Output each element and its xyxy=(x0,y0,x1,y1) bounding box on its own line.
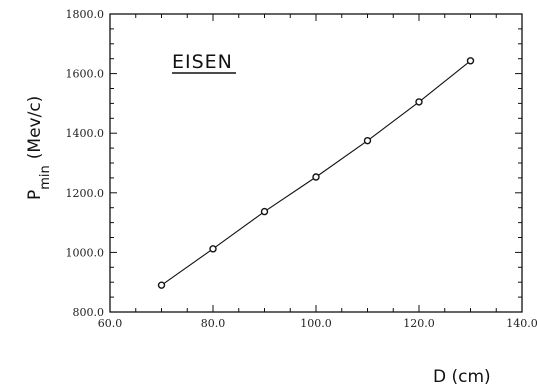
y-axis-title: Pmin (Mev/c) xyxy=(25,96,53,200)
annotation-eisen: EISEN xyxy=(172,51,233,73)
y-tick-label: 1000.0 xyxy=(66,246,105,259)
data-point xyxy=(466,57,475,65)
data-point xyxy=(260,207,269,216)
y-axis-title-sub: min xyxy=(38,165,53,190)
x-tick-label: 80.0 xyxy=(201,317,226,330)
x-tick-label: 100.0 xyxy=(300,317,332,330)
x-tick-label: 120.0 xyxy=(403,317,435,330)
data-point xyxy=(363,136,372,145)
data-point xyxy=(209,245,217,253)
x-tick-label: 140.0 xyxy=(506,317,537,330)
y-tick-label: 800.0 xyxy=(73,306,105,319)
y-axis: 800.0 1000.0 1200.0 1400.0 1600.0 1800.0 xyxy=(66,8,522,319)
x-axis: 60.0 80.0 100.0 120.0 140.0 xyxy=(98,14,537,330)
x-axis-title: D (cm) xyxy=(433,367,491,387)
y-tick-label: 1600.0 xyxy=(66,68,105,81)
x-tick-label: 60.0 xyxy=(98,317,123,330)
y-axis-title-unit: (Mev/c) xyxy=(25,96,45,160)
data-point xyxy=(312,173,320,181)
y-tick-label: 1200.0 xyxy=(66,187,105,200)
y-tick-label: 1400.0 xyxy=(66,127,105,140)
y-tick-label: 1800.0 xyxy=(66,8,105,21)
svg-text:Pmin(Mev/c): Pmin (Mev/c) xyxy=(25,96,53,200)
y-axis-title-main: P xyxy=(25,190,45,200)
series-layer xyxy=(157,57,475,289)
data-point xyxy=(157,281,166,289)
data-point xyxy=(415,98,423,106)
series-line xyxy=(161,60,471,286)
